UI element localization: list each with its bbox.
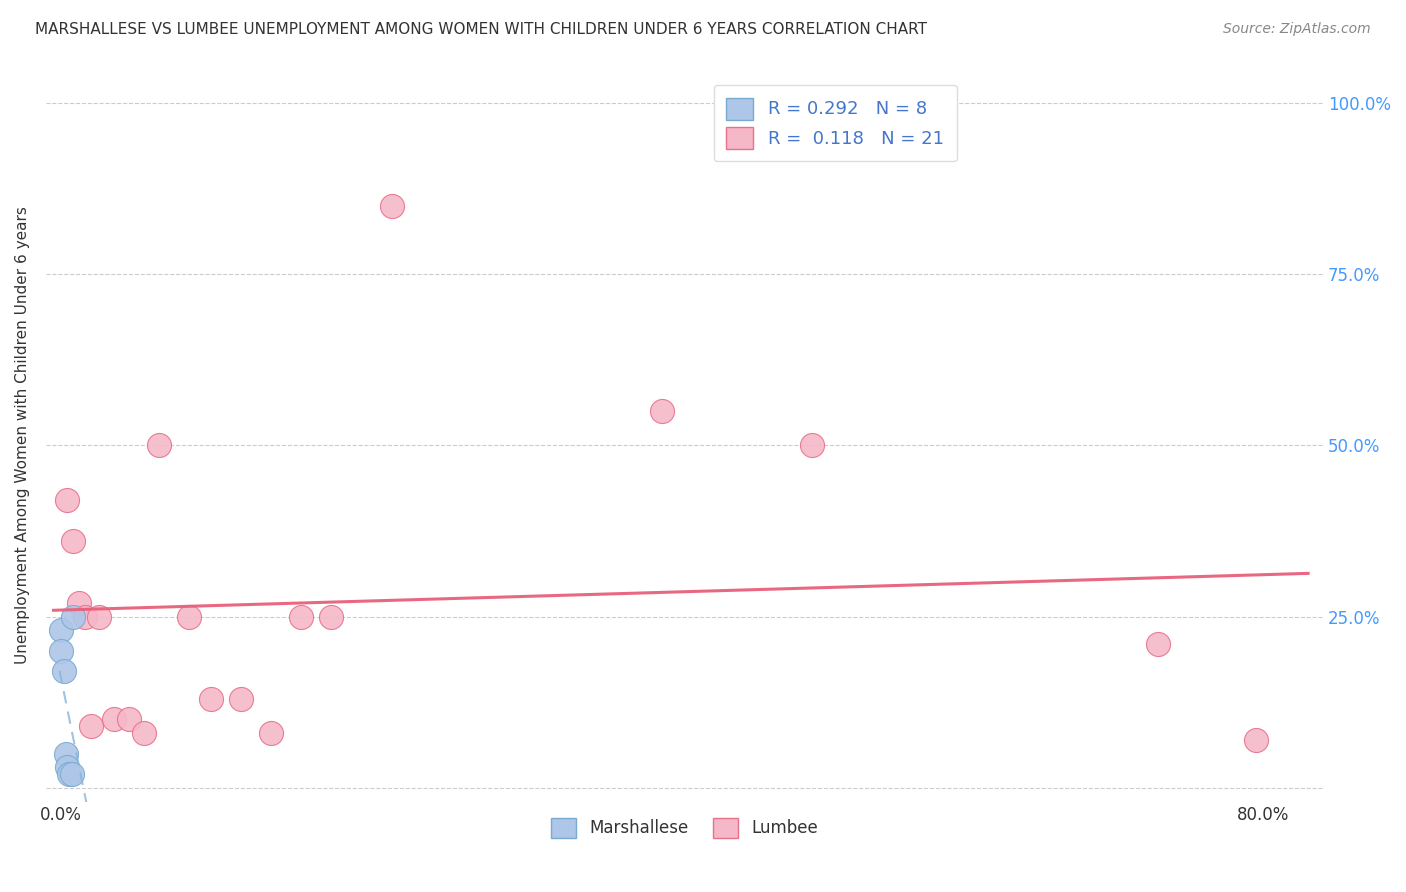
Point	[290, 609, 312, 624]
Point	[62, 534, 84, 549]
Point	[56, 493, 79, 508]
Point	[260, 726, 283, 740]
Point	[62, 609, 84, 624]
Point	[177, 609, 200, 624]
Point	[1147, 637, 1170, 651]
Point	[60, 767, 83, 781]
Point	[651, 404, 673, 418]
Legend: Marshallese, Lumbee: Marshallese, Lumbee	[544, 811, 825, 845]
Point	[200, 691, 222, 706]
Point	[80, 719, 103, 733]
Point	[117, 712, 139, 726]
Point	[49, 624, 72, 638]
Point	[801, 438, 824, 452]
Text: Source: ZipAtlas.com: Source: ZipAtlas.com	[1223, 22, 1371, 37]
Point	[55, 747, 77, 761]
Point	[231, 691, 253, 706]
Point	[53, 665, 76, 679]
Point	[1244, 733, 1267, 747]
Y-axis label: Unemployment Among Women with Children Under 6 years: Unemployment Among Women with Children U…	[15, 206, 30, 664]
Point	[132, 726, 155, 740]
Point	[148, 438, 170, 452]
Point	[321, 609, 343, 624]
Point	[49, 644, 72, 658]
Point	[103, 712, 125, 726]
Point	[380, 198, 402, 212]
Text: MARSHALLESE VS LUMBEE UNEMPLOYMENT AMONG WOMEN WITH CHILDREN UNDER 6 YEARS CORRE: MARSHALLESE VS LUMBEE UNEMPLOYMENT AMONG…	[35, 22, 927, 37]
Point	[67, 596, 90, 610]
Point	[73, 609, 96, 624]
Point	[87, 609, 110, 624]
Point	[58, 767, 80, 781]
Point	[56, 760, 79, 774]
